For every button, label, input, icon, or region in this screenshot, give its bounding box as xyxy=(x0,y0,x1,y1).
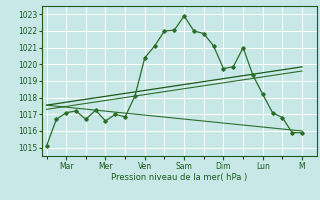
X-axis label: Pression niveau de la mer( hPa ): Pression niveau de la mer( hPa ) xyxy=(111,173,247,182)
